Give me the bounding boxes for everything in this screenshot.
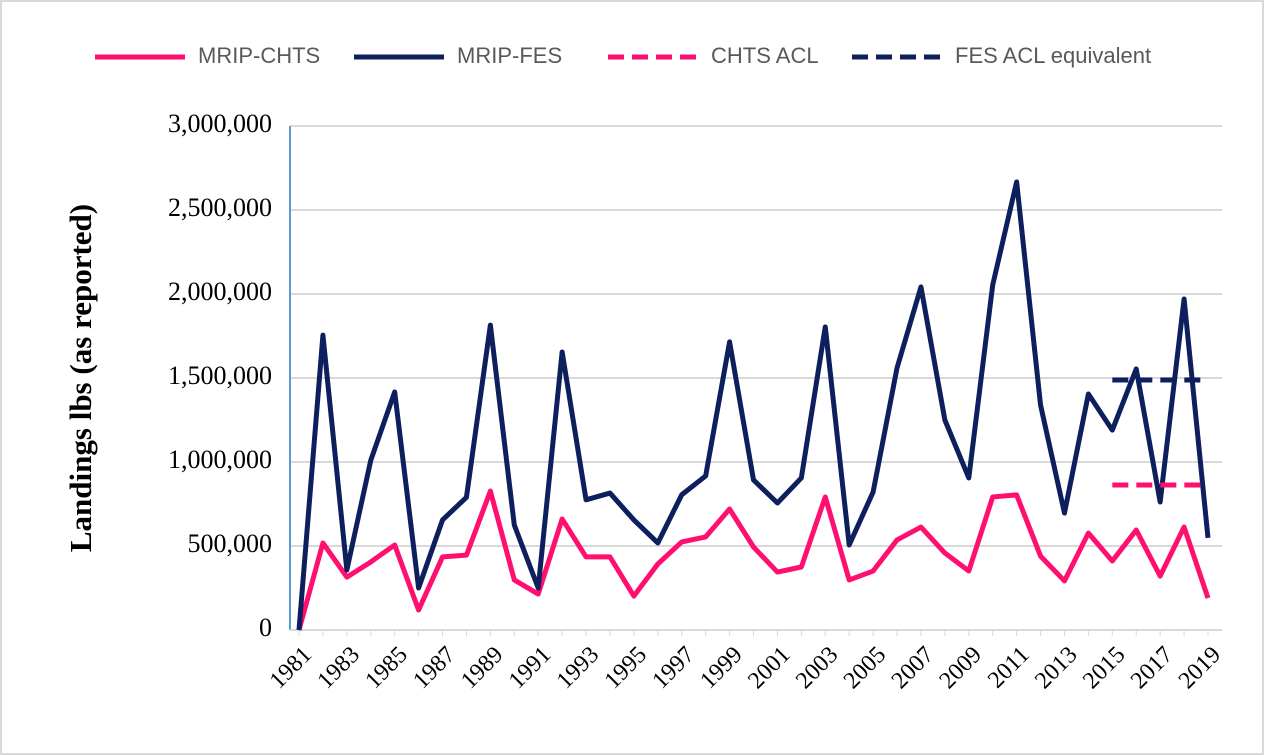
legend-label: MRIP-CHTS (198, 43, 320, 68)
y-tick-label: 2,500,000 (168, 193, 272, 222)
y-tick-label: 2,000,000 (168, 277, 272, 306)
legend-label: FES ACL equivalent (955, 43, 1151, 68)
series-line (296, 488, 1211, 631)
y-tick-label: 0 (259, 613, 272, 642)
y-tick-label: 3,000,000 (168, 109, 272, 138)
y-tick-label: 500,000 (188, 529, 273, 558)
y-tick-label: 1,000,000 (168, 445, 272, 474)
y-tick-label: 1,500,000 (168, 361, 272, 390)
legend-label: CHTS ACL (711, 43, 819, 68)
y-axis-label: Landings lbs (as reported) (63, 204, 98, 552)
series-line (296, 179, 1211, 631)
legend-label: MRIP-FES (457, 43, 562, 68)
